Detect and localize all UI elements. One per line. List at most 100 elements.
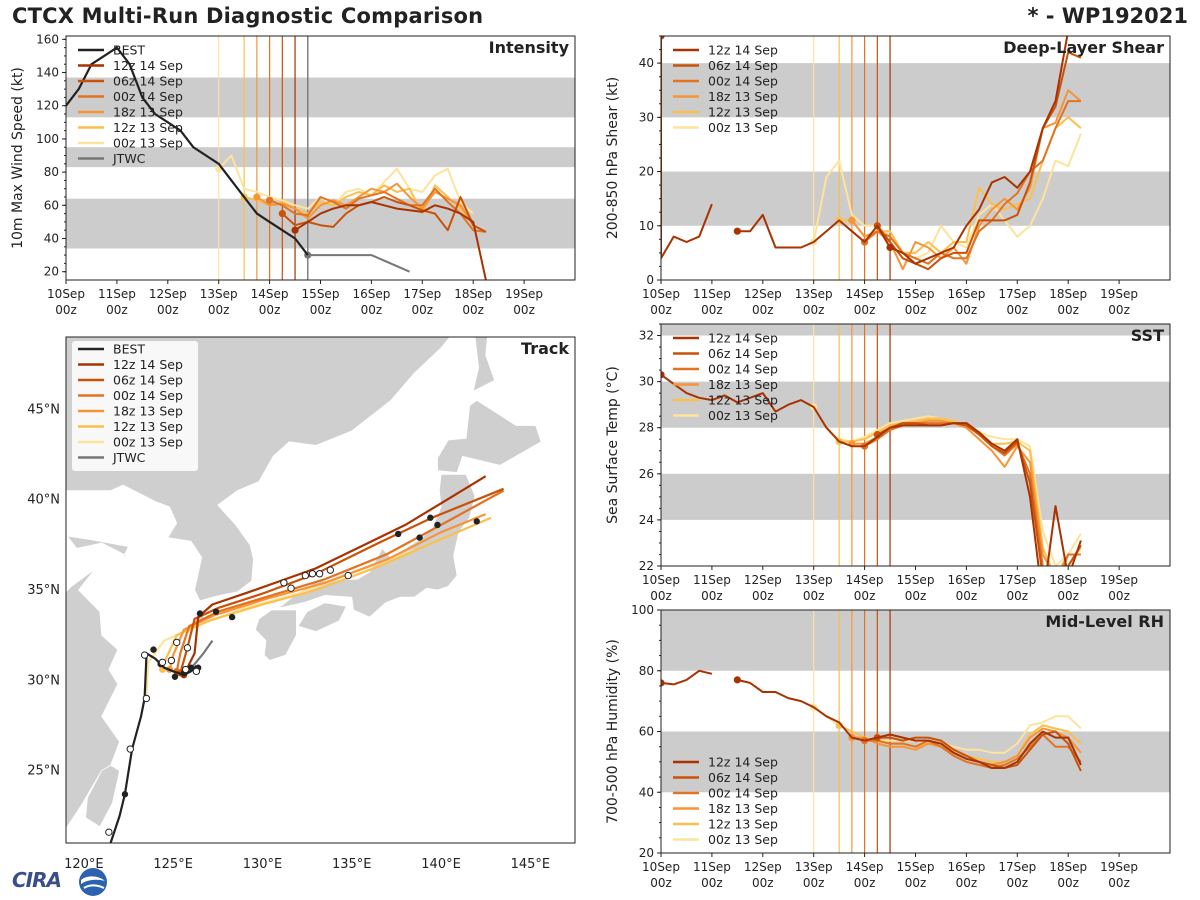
rh-xtick-label: 18Sep xyxy=(1049,860,1087,874)
storm-id: * - WP192021 xyxy=(1027,4,1188,28)
intensity-xtick-label: 13Sep xyxy=(200,287,238,301)
rh-series-line xyxy=(864,733,1082,769)
track-marker-filled xyxy=(394,530,402,538)
intensity-legend-label: 06z 14 Sep xyxy=(113,74,183,89)
rh-xtick-label: 14Sep xyxy=(846,860,884,874)
rh-ytick-label: 80 xyxy=(639,664,654,678)
track-line xyxy=(182,475,487,676)
track-marker-open xyxy=(173,638,181,647)
rh-band xyxy=(661,610,1170,671)
track-marker-open xyxy=(142,694,151,703)
sst-ylabel: Sea Surface Temp (°C) xyxy=(605,366,621,524)
rh-xtick-sublabel: 00z xyxy=(650,876,672,890)
sst-xtick-label: 15Sep xyxy=(897,573,935,587)
shear-series-line xyxy=(812,133,1082,260)
track-legend-label: 12z 14 Sep xyxy=(113,357,183,372)
rh-init-marker xyxy=(733,676,741,684)
taiwan xyxy=(85,764,121,828)
sst-series-line xyxy=(661,373,1082,566)
rh-legend-label: 12z 13 Sep xyxy=(708,817,778,832)
track-legend-label: 00z 13 Sep xyxy=(113,435,183,450)
track-legend-label: 18z 13 Sep xyxy=(113,404,183,419)
shear-xtick-sublabel: 00z xyxy=(1057,303,1079,317)
intensity-xtick-sublabel: 00z xyxy=(361,303,383,317)
track-line xyxy=(161,516,492,670)
sst-xtick-label: 18Sep xyxy=(1049,573,1087,587)
shear-xtick-sublabel: 00z xyxy=(701,303,723,317)
intensity-xtick-label: 10Sep xyxy=(47,287,85,301)
shear-init-marker xyxy=(886,243,894,252)
track-marker-open xyxy=(105,828,113,836)
shear-ytick-label: 10 xyxy=(639,219,654,233)
intensity-xtick-sublabel: 00z xyxy=(412,303,434,317)
shear-init-marker xyxy=(848,216,856,224)
rh-xtick-sublabel: 00z xyxy=(1007,876,1029,890)
sst-init-marker xyxy=(661,371,665,379)
sst-xtick-label: 14Sep xyxy=(846,573,884,587)
track-marker-filled xyxy=(196,610,204,617)
intensity-ytick-label: 20 xyxy=(44,265,59,279)
track-legend-label: JTWC xyxy=(112,450,146,465)
sst-xtick-sublabel: 00z xyxy=(1057,589,1079,603)
rh-ylabel: 700-500 hPa Humidity (%) xyxy=(605,639,621,824)
intensity-ytick-label: 160 xyxy=(36,32,59,46)
shear-xtick-sublabel: 00z xyxy=(803,303,825,317)
rh-legend-label: 00z 14 Sep xyxy=(708,786,778,801)
shear-ytick-label: 0 xyxy=(646,273,654,287)
shikoku xyxy=(297,602,347,633)
sst-ytick-label: 32 xyxy=(639,329,654,343)
shear-xtick-label: 12Sep xyxy=(744,287,782,301)
rh-xtick-sublabel: 00z xyxy=(905,876,927,890)
intensity-ytick-label: 100 xyxy=(36,132,59,146)
track-marker-filled xyxy=(121,791,129,798)
intensity-legend-label: JTWC xyxy=(112,151,146,166)
track-legend-label: 12z 13 Sep xyxy=(113,419,183,434)
rh-xtick-sublabel: 00z xyxy=(956,876,978,890)
sst-legend-label: 12z 14 Sep xyxy=(708,331,778,346)
rh-xtick-label: 19Sep xyxy=(1100,860,1138,874)
chart-title: CTCX Multi-Run Diagnostic Comparison xyxy=(12,4,484,28)
sst-xtick-sublabel: 00z xyxy=(956,589,978,603)
rh-ytick-label: 40 xyxy=(639,785,654,799)
sst-series-group xyxy=(661,371,1082,566)
rh-ytick-label: 60 xyxy=(639,725,654,739)
shear-series-group xyxy=(661,36,1082,271)
track-panel-title: Track xyxy=(521,339,569,358)
sst-band xyxy=(661,324,1170,336)
intensity-ytick-label: 60 xyxy=(44,198,59,212)
sst-xtick-label: 10Sep xyxy=(642,573,680,587)
rh-ytick-label: 100 xyxy=(631,603,654,617)
sst-legend-label: 18z 13 Sep xyxy=(708,377,778,392)
hokkaido xyxy=(437,399,542,473)
track-marker-open xyxy=(140,651,149,659)
track-line xyxy=(168,513,487,670)
track-marker-open xyxy=(181,665,190,674)
track-marker-filled xyxy=(187,664,195,671)
track-marker-open xyxy=(301,571,310,580)
intensity-ytick-label: 140 xyxy=(36,66,59,80)
sst-xtick-label: 13Sep xyxy=(795,573,833,587)
rh-xtick-label: 12Sep xyxy=(744,860,782,874)
sst-series-line xyxy=(876,422,1082,566)
intensity-xtick-sublabel: 00z xyxy=(310,303,332,317)
rh-xtick-sublabel: 00z xyxy=(752,876,774,890)
track-marker-open xyxy=(126,745,134,753)
shear-xtick-sublabel: 00z xyxy=(650,303,672,317)
intensity-series-line xyxy=(269,187,487,233)
panel-track: 120°E 125°E 130°E 135°E 140°E 145°E25°N30°N35… xyxy=(27,336,576,872)
intensity-xtick-label: 18Sep xyxy=(454,287,492,301)
track-marker-open xyxy=(308,570,317,578)
rh-xtick-sublabel: 00z xyxy=(1108,876,1130,890)
track-xtick-label: 140°E xyxy=(421,857,461,872)
sst-ytick-label: 28 xyxy=(639,421,654,435)
intensity-band xyxy=(66,77,575,118)
track-ytick-label: 25°N xyxy=(27,764,60,779)
sst-legend-label: 00z 14 Sep xyxy=(708,362,778,377)
shear-xtick-sublabel: 00z xyxy=(905,303,927,317)
track-series-group xyxy=(105,475,505,843)
track-marker-filled xyxy=(150,646,157,653)
shear-xtick-label: 10Sep xyxy=(642,287,680,301)
sst-ytick-label: 30 xyxy=(639,375,654,389)
shear-xtick-label: 11Sep xyxy=(693,287,731,301)
intensity-ylabel: 10m Max Wind Speed (kt) xyxy=(10,67,26,249)
